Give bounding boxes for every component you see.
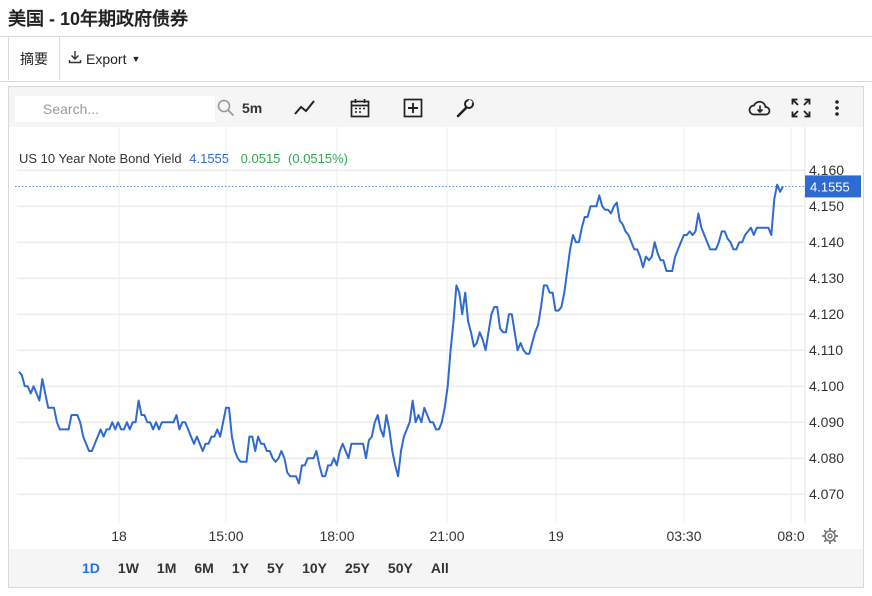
range-button-1m[interactable]: 1M: [156, 560, 177, 576]
last-price-label: 4.1555: [805, 175, 861, 198]
x-tick-label: 21:00: [429, 528, 464, 544]
range-button-50y[interactable]: 50Y: [387, 560, 413, 576]
wrench-icon[interactable]: [455, 97, 475, 119]
interval-selector[interactable]: 5m: [242, 100, 263, 116]
y-tick-label: 4.160: [809, 162, 844, 178]
page-title: 美国 - 10年期政府债券: [8, 9, 189, 29]
chart-toolbar: 5m: [9, 87, 863, 127]
legend-change-pct: (0.0515%): [288, 151, 348, 166]
range-button-1y[interactable]: 1Y: [231, 560, 249, 576]
x-tick-label: 08:0: [777, 528, 804, 544]
chart-widget: 5m 4.1604.1504.1404.1304.1204.1104.1004.…: [8, 86, 864, 588]
price-chart[interactable]: 4.160 4.150 4.140 4.130 4.120 4.110 4.100 4.090…: [9, 127, 863, 523]
range-button-25y[interactable]: 25Y: [344, 560, 370, 576]
tab-bar: 摘要 Export ▼: [0, 36, 872, 82]
legend-series-name: US 10 Year Note Bond Yield: [19, 151, 182, 166]
range-selector: 1D 1W 1M 6M 1Y 5Y 10Y 25Y 50Y All: [9, 549, 863, 587]
export-button[interactable]: Export ▼: [68, 37, 140, 80]
last-price-value: 4.1555: [810, 179, 850, 194]
x-tick-label: 18:00: [319, 528, 354, 544]
y-tick-label: 4.090: [809, 414, 844, 430]
fullscreen-icon[interactable]: [791, 97, 811, 119]
x-tick-label: 18: [111, 528, 127, 544]
range-button-all[interactable]: All: [430, 560, 449, 576]
more-menu-icon[interactable]: [834, 97, 840, 119]
calendar-icon[interactable]: [350, 97, 370, 119]
download-icon: [68, 50, 82, 67]
y-tick-label: 4.100: [809, 378, 844, 394]
chart-legend: US 10 Year Note Bond Yield 4.1555 0.0515…: [19, 151, 348, 166]
legend-last-value: 4.1555: [189, 151, 229, 166]
search-icon[interactable]: [217, 97, 235, 119]
y-tick-label: 4.130: [809, 270, 844, 286]
export-label: Export: [86, 50, 127, 67]
x-tick-label: 19: [548, 528, 564, 544]
x-tick-label: 15:00: [208, 528, 243, 544]
x-tick-label: 03:30: [666, 528, 701, 544]
caret-down-icon: ▼: [131, 53, 141, 64]
y-tick-label: 4.140: [809, 234, 844, 250]
chart-settings-icon[interactable]: [822, 528, 838, 544]
series-line: [18, 183, 784, 485]
y-tick-label: 4.120: [809, 306, 844, 322]
range-button-1d[interactable]: 1D: [82, 560, 100, 576]
y-tick-label: 4.110: [809, 342, 843, 358]
y-tick-label: 4.150: [809, 198, 844, 214]
y-tick-label: 4.080: [809, 450, 844, 466]
add-indicator-icon[interactable]: [403, 97, 423, 119]
range-button-6m[interactable]: 6M: [194, 560, 214, 576]
time-axis: 18 15:00 18:00 21:00 19 03:30 08:0: [9, 523, 863, 549]
tab-summary[interactable]: 摘要: [8, 37, 60, 80]
symbol-search-input[interactable]: [15, 96, 215, 122]
range-button-5y[interactable]: 5Y: [266, 560, 285, 576]
y-tick-label: 4.070: [809, 486, 844, 502]
range-button-1w[interactable]: 1W: [117, 560, 139, 576]
line-chart-icon[interactable]: [294, 97, 316, 119]
range-button-10y[interactable]: 10Y: [302, 560, 327, 576]
legend-change: 0.0515: [241, 151, 281, 166]
cloud-save-icon[interactable]: [748, 97, 772, 119]
